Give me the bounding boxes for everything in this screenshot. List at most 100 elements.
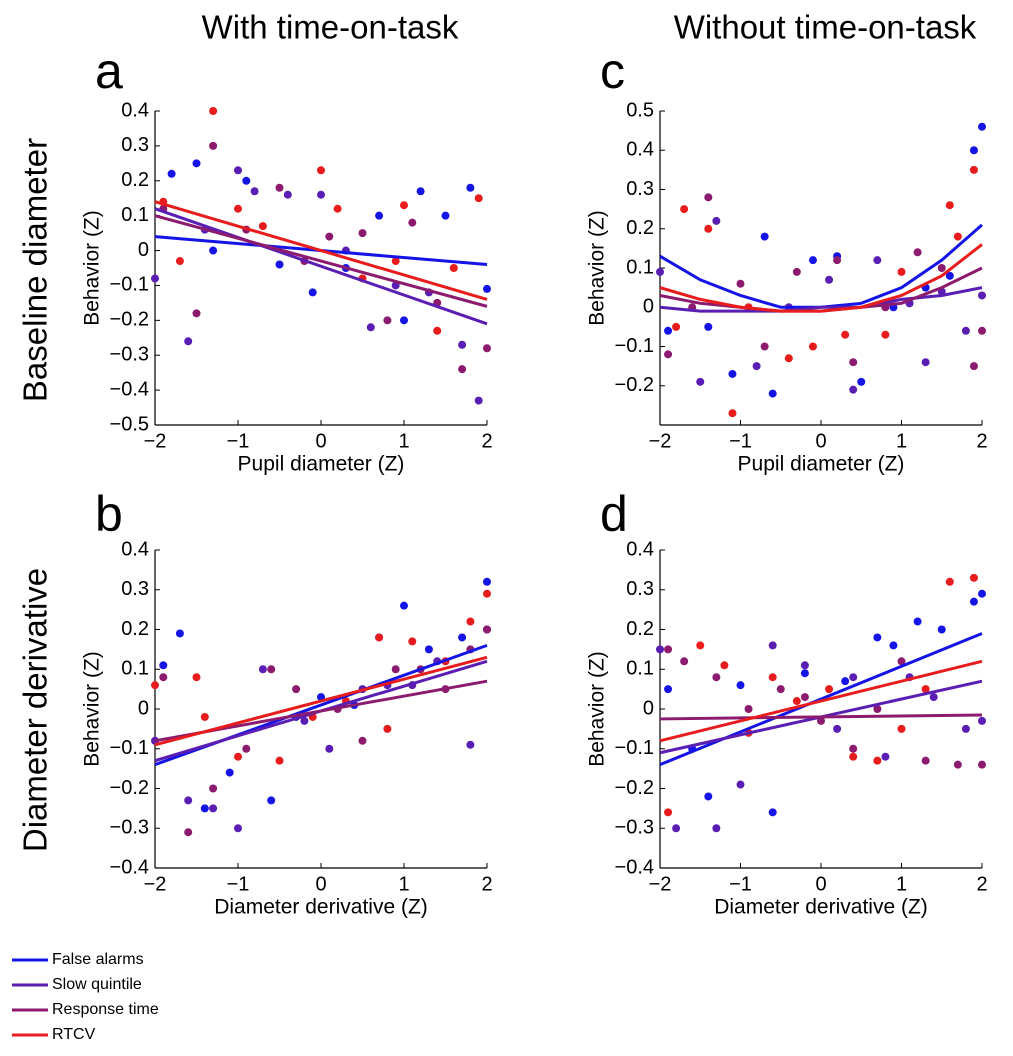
panel-label: a [95, 43, 123, 99]
fit-line [659, 632, 983, 767]
y-tick-label: −0.4 [110, 378, 149, 400]
x-axis-label: Diameter derivative (Z) [714, 896, 928, 919]
data-point [704, 193, 713, 202]
data-point [728, 409, 737, 418]
y-tick-label: −0.1 [110, 274, 149, 296]
x-tick-label: −1 [729, 430, 752, 452]
data-point [159, 661, 168, 670]
y-tick-label: −0.3 [110, 817, 149, 839]
data-point [937, 625, 946, 634]
data-point [333, 204, 342, 213]
data-point [200, 712, 209, 721]
data-point [978, 326, 986, 335]
data-point [792, 697, 801, 706]
data-point [969, 597, 978, 606]
data-point [849, 673, 858, 682]
data-point [358, 229, 367, 238]
x-tick-label: 1 [896, 430, 907, 452]
data-point [969, 573, 978, 582]
x-tick-label: −2 [649, 430, 672, 452]
fit-line [659, 713, 983, 721]
data-point [736, 780, 745, 789]
y-tick-label: 0.2 [121, 618, 149, 640]
fit-line [154, 655, 488, 747]
data-point [383, 724, 392, 733]
data-point [267, 665, 276, 674]
data-point [416, 187, 425, 196]
data-point [849, 744, 858, 753]
data-point [192, 159, 201, 168]
data-point [242, 176, 251, 185]
panel-label: b [95, 486, 123, 542]
row-title: Diameter derivative [17, 568, 54, 852]
data-point [712, 216, 721, 225]
data-point [857, 377, 866, 386]
y-tick-label: −0.2 [110, 777, 149, 799]
x-tick-label: 2 [976, 430, 987, 452]
y-tick-label: −0.1 [110, 737, 149, 759]
fit-line [154, 207, 488, 326]
data-point [433, 326, 442, 335]
data-point [474, 396, 483, 405]
data-point [192, 673, 201, 682]
data-point [184, 828, 193, 837]
data-point [400, 201, 408, 210]
y-tick-label: 0 [643, 697, 654, 719]
data-point [283, 190, 292, 199]
y-tick-label: −0.4 [110, 856, 149, 878]
y-tick-label: 0.1 [626, 256, 654, 278]
data-point [175, 257, 184, 266]
data-point [978, 716, 986, 725]
fit-line [154, 200, 488, 301]
data-point [752, 362, 761, 371]
data-point [317, 166, 325, 175]
data-point [833, 724, 842, 733]
data-point [953, 760, 962, 769]
data-point [720, 661, 729, 670]
x-tick-label: −2 [144, 873, 167, 895]
data-point [978, 291, 986, 300]
data-point [400, 316, 408, 325]
y-tick-label: 0.2 [121, 169, 149, 191]
x-tick-label: 0 [315, 873, 326, 895]
data-point [849, 752, 858, 761]
data-point [184, 337, 193, 346]
x-tick-label: −1 [729, 873, 752, 895]
y-axis-label: Behavior (Z) [586, 651, 609, 767]
data-point [275, 260, 284, 269]
data-point [849, 385, 858, 394]
data-point [308, 288, 317, 297]
x-tick-label: −2 [649, 873, 672, 895]
data-point [184, 796, 193, 805]
data-point [921, 685, 930, 694]
data-point [200, 804, 209, 813]
data-point [234, 824, 242, 833]
x-tick-label: 0 [815, 873, 826, 895]
data-point [921, 358, 930, 367]
data-point [672, 824, 681, 833]
data-point [897, 657, 906, 666]
y-tick-label: 0.4 [121, 99, 149, 121]
panel-label: d [600, 486, 628, 542]
x-tick-label: 0 [815, 430, 826, 452]
data-point [250, 187, 259, 196]
y-tick-label: 0.4 [626, 538, 654, 560]
data-point [978, 589, 986, 598]
data-point [784, 354, 793, 363]
data-point [258, 222, 267, 231]
row-title: Baseline diameter [17, 138, 54, 402]
y-tick-label: −0.3 [615, 817, 654, 839]
data-point [961, 326, 970, 335]
data-point [656, 645, 664, 654]
data-point [167, 169, 176, 178]
data-point [873, 705, 882, 713]
data-point [978, 760, 986, 769]
data-point [921, 756, 930, 765]
data-point [664, 326, 673, 335]
data-point [474, 194, 483, 203]
data-point [841, 330, 850, 339]
data-point [897, 267, 906, 276]
data-point [375, 211, 384, 220]
data-point [760, 232, 769, 241]
data-point [873, 633, 882, 642]
